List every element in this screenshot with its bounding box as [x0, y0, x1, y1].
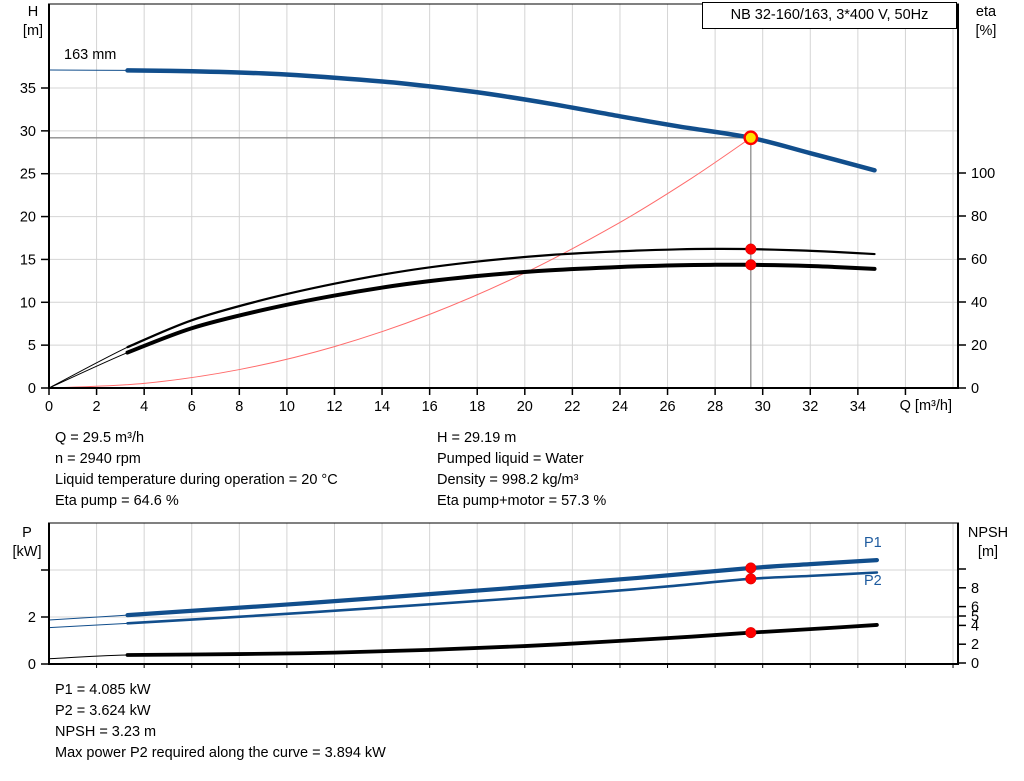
tick-label: 80 — [971, 209, 987, 225]
duty-point-marker — [743, 130, 759, 146]
npsh-axis-title-line1: NPSH — [967, 525, 1009, 541]
top-chart-gridlines — [49, 4, 958, 388]
duty-guide-lines — [49, 137, 752, 388]
h-axis-title-line1: H — [27, 4, 39, 20]
x-axis-label: Q [m³/h] — [899, 398, 952, 414]
tick-label: 18 — [469, 399, 485, 415]
tick-label: 26 — [659, 399, 675, 415]
top-chart-axes: 0 2 4 6 8 10 12 14 16 18 20 22 24 26 28 30 32 34051015202… — [20, 3, 995, 415]
tick-label: 30 — [755, 399, 771, 415]
tick-label: 20 — [20, 210, 36, 226]
eta-pump-curve — [48, 247, 876, 389]
info-line: Eta pump+motor = 57.3 % — [437, 493, 607, 509]
tick-label: 6 — [188, 399, 196, 415]
tick-label: 35 — [20, 81, 36, 97]
top-chart: 0 2 4 6 8 10 12 14 16 18 20 22 24 26 28 30 32 34051015202… — [20, 3, 995, 415]
tick-label: 12 — [326, 399, 342, 415]
info-line: Liquid temperature during operation = 20… — [55, 472, 338, 488]
tick-label: 5 — [971, 609, 979, 625]
tick-label: 10 — [279, 399, 295, 415]
duty-eta-pump-motor-dot — [745, 259, 757, 271]
tick-label: 2 — [28, 610, 36, 626]
tick-label: 34 — [850, 399, 866, 415]
tick-label: 14 — [374, 399, 390, 415]
info-block-left: Q = 29.5 m³/h n = 2940 rpm Liquid temperat… — [55, 428, 338, 512]
tick-label: 24 — [612, 399, 628, 415]
tick-label: 0 — [971, 381, 979, 397]
p-axis-title-line1: P — [22, 525, 32, 541]
p2-curve-label: P2 — [864, 573, 882, 589]
duty-eta-pump-dot — [745, 243, 757, 255]
tick-label: 0 — [45, 399, 53, 415]
tick-label: 8 — [235, 399, 243, 415]
info-line: NPSH = 3.23 m — [55, 724, 157, 740]
h-axis-title: H [m] — [12, 3, 54, 41]
tick-label: 25 — [20, 167, 36, 183]
info-line: n = 2940 rpm — [55, 451, 141, 467]
npsh-axis-title-line2: [m] — [977, 544, 999, 560]
duty-npsh-dot — [745, 627, 757, 639]
bottom-chart: 0 2 0 2 456 8 — [28, 522, 979, 673]
tick-label: 40 — [971, 295, 987, 311]
pump-model-title: NB 32-160/163, 3*400 V, 50Hz — [702, 2, 957, 29]
P1-curve — [48, 558, 879, 621]
tick-label: 6 — [971, 600, 979, 616]
tick-label: 16 — [422, 399, 438, 415]
info-line: H = 29.19 m — [437, 430, 517, 446]
eta-axis-title-line1: eta — [975, 4, 997, 20]
eta-axis-title: eta [%] — [962, 3, 1010, 41]
impeller-diameter-label: 163 mm — [64, 47, 117, 63]
info-line: Pumped liquid = Water — [437, 451, 584, 467]
tick-label: 20 — [971, 338, 987, 354]
tick-label: 10 — [20, 295, 36, 311]
duty-markers-top — [743, 130, 759, 271]
info-line: Max power P2 required along the curve = … — [55, 745, 386, 761]
tick-label: 4 — [971, 618, 979, 634]
duty-p1-dot — [745, 562, 757, 574]
info-line: P1 = 4.085 kW — [55, 682, 151, 698]
bottom-chart-gridlines — [49, 523, 958, 664]
info-line: Q = 29.5 m³/h — [55, 430, 145, 446]
tick-label: 8 — [971, 581, 979, 597]
bottom-chart-axes: 0 2 0 2 456 8 — [28, 522, 979, 673]
tick-label: 2 — [93, 399, 101, 415]
tick-label: 28 — [707, 399, 723, 415]
h-axis-title-line2: [m] — [22, 23, 44, 39]
eta-pump-motor-curve — [48, 262, 877, 389]
tick-label: 20 — [517, 399, 533, 415]
info-line: Eta pump = 64.6 % — [55, 493, 179, 509]
NPSH-curve — [48, 623, 879, 660]
tick-label: 30 — [20, 124, 36, 140]
duty-markers-bottom — [745, 562, 757, 639]
tick-label: 2 — [971, 637, 979, 653]
info-block-right: H = 29.19 m Pumped liquid = Water Density … — [437, 428, 606, 512]
tick-label: 0 — [28, 657, 36, 673]
tick-label: 15 — [20, 252, 36, 268]
P2-curve — [48, 571, 879, 629]
tick-label: 4 — [140, 399, 148, 415]
tick-label: 60 — [971, 252, 987, 268]
p-axis-title: P [kW] — [4, 524, 50, 562]
info-line: Density = 998.2 kg/m³ — [437, 472, 579, 488]
p1-curve-label: P1 — [864, 535, 882, 551]
p-axis-title-line2: [kW] — [12, 544, 42, 560]
info-block-bottom: P1 = 4.085 kW P2 = 3.624 kW NPSH = 3.23 m M… — [55, 680, 386, 764]
duty-p2-dot — [745, 573, 757, 585]
eta-axis-title-line2: [%] — [975, 23, 997, 39]
tick-label: 100 — [971, 166, 995, 182]
tick-label: 0 — [971, 656, 979, 672]
info-line: P2 = 3.624 kW — [55, 703, 151, 719]
tick-label: 5 — [28, 338, 36, 354]
npsh-axis-title: NPSH [m] — [958, 524, 1018, 562]
tick-label: 32 — [802, 399, 818, 415]
tick-label: 22 — [564, 399, 580, 415]
system-curve-curve — [48, 137, 752, 389]
tick-label: 0 — [28, 381, 36, 397]
